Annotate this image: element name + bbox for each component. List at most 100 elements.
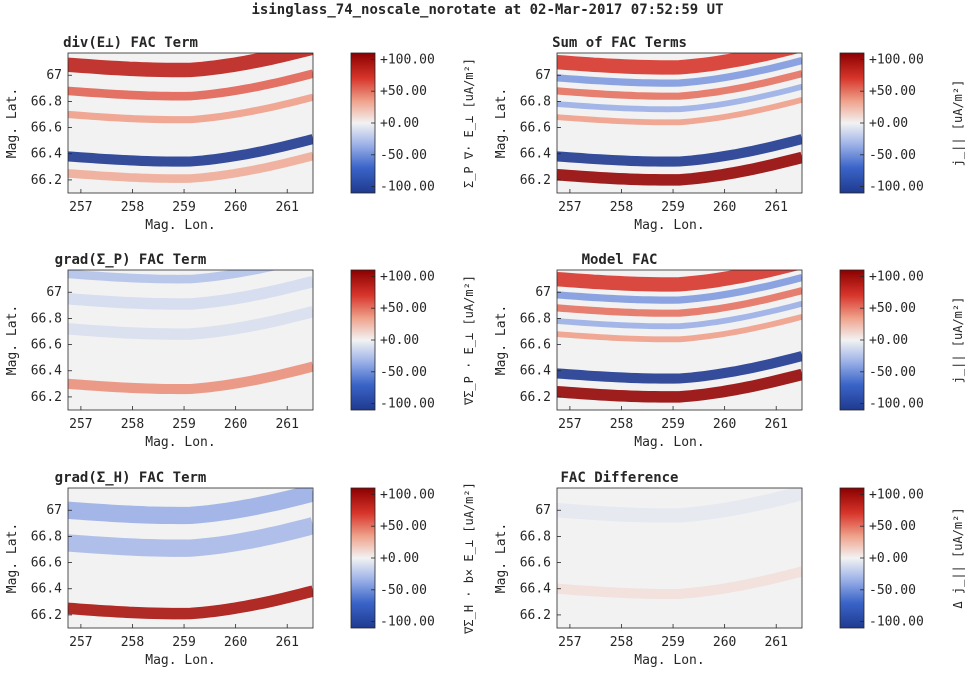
panel-title: FAC Difference [560,470,678,486]
x-tick-label: 261 [764,635,787,650]
x-tick-label: 259 [172,635,195,650]
y-tick-label: 66.8 [31,529,62,544]
colorbar-tick-label: -100.00 [380,397,435,412]
colorbar-tick-label: -100.00 [869,397,924,412]
heatmap-band [557,53,800,75]
colorbar-tick-label: -100.00 [380,180,435,195]
y-tick-label: 66.8 [31,311,62,326]
y-tick-label: 66.4 [31,364,62,379]
y-tick-label: 67 [535,285,551,300]
x-tick-label: 258 [610,635,633,650]
y-axis-label: Mag. Lat. [494,305,509,375]
heatmap-band [557,70,802,100]
y-axis-label: Mag. Lat. [494,523,509,593]
colorbar-tick-label: +50.00 [380,84,427,99]
heatmap-band [557,287,802,317]
x-tick-label: 261 [275,417,298,432]
x-tick-label: 261 [764,417,787,432]
colorbar-label: j_|| [uA/m²] [951,297,965,384]
panel-title: div(E⊥) FAC Term [63,35,198,51]
axes-frame [67,487,314,629]
heatmap-band [68,275,313,310]
y-tick-label: 66.4 [520,147,551,162]
colorbar-tick-label: -50.00 [869,365,916,380]
y-tick-label: 67 [46,285,62,300]
y-tick-label: 66.2 [520,608,551,623]
x-axis-label: Mag. Lon. [145,218,215,233]
heatmap-band [557,96,802,126]
heatmap-band [557,566,802,600]
heatmap-band [68,93,313,124]
x-tick-label: 258 [610,200,633,215]
x-tick-label: 260 [224,635,247,650]
heatmap-band [557,368,802,403]
x-tick-label: 259 [172,417,195,432]
colorbar-tick-label: +100.00 [869,487,924,502]
heatmap-band [68,134,313,167]
axes-frame [67,269,314,411]
axes-frame [67,52,314,194]
panel-5: grad(Σ_H) FAC Term 257 258 259 260 261 Mag. Lo… [5,470,476,668]
x-tick-label: 258 [121,635,144,650]
colorbar-tick-label: -50.00 [869,148,916,163]
axes-frame [556,269,803,411]
colorbar-label: Σ_P ∇· E_⊥ [uA/m²] [462,58,476,188]
colorbar-tick-label: +0.00 [869,551,908,566]
x-tick-label: 257 [69,417,92,432]
y-tick-label: 67 [46,503,62,518]
y-tick-label: 67 [46,68,62,83]
heatmap-band [68,306,313,340]
colorbar-label: j_|| [uA/m²] [951,80,965,167]
colorbar-tick-label: +0.00 [380,551,419,566]
y-tick-label: 66.4 [520,582,551,597]
colorbar-label: Δ j_|| [uA/m²] [951,507,965,608]
heatmap-band [557,274,802,304]
heatmap-band [557,351,802,384]
x-tick-label: 260 [224,200,247,215]
heatmap-band [68,151,313,183]
y-tick-label: 66.6 [520,556,551,571]
panel-title: Model FAC [582,252,658,268]
panel-6: FAC Difference 257 258 259 260 261 Mag. Lon. 67… [494,470,965,668]
x-tick-label: 260 [713,417,736,432]
colorbar-tick-label: +100.00 [380,52,435,67]
colorbar-tick-label: +50.00 [380,301,427,316]
panel-title: Sum of FAC Terms [552,35,687,51]
colorbar-label: ∇Σ_H · b× E_⊥ [uA/m²] [462,482,476,635]
panel-title: grad(Σ_P) FAC Term [55,252,207,268]
colorbar-label: ∇Σ_P · E_⊥ [uA/m²] [462,275,476,406]
x-tick-label: 260 [713,635,736,650]
colorbar-tick-label: -50.00 [380,365,427,380]
y-tick-label: 66.8 [520,94,551,109]
y-tick-label: 66.4 [31,147,62,162]
colorbar-tick-label: +100.00 [380,269,435,284]
y-tick-label: 66.8 [31,94,62,109]
panel-1: div(E⊥) FAC Term 257 258 259 260 261 Mag. Lon.… [5,35,476,233]
x-tick-label: 257 [69,200,92,215]
colorbar-tick-label: +50.00 [380,519,427,534]
heatmap-band [557,83,802,113]
panel-3: grad(Σ_P) FAC Term 257 258 259 260 261 Mag. Lo… [5,252,476,450]
colorbar-tick-label: -100.00 [869,180,924,195]
colorbar-tick-label: -50.00 [380,148,427,163]
heatmap-band [68,53,313,78]
heatmap-band [557,313,802,343]
colorbar-tick-label: -100.00 [380,615,435,630]
y-tick-label: 66.2 [520,173,551,188]
y-tick-label: 66.6 [31,338,62,353]
y-axis-label: Mag. Lat. [5,305,20,375]
x-tick-label: 258 [121,200,144,215]
x-tick-label: 261 [275,635,298,650]
x-tick-label: 257 [69,635,92,650]
y-tick-label: 66.6 [520,338,551,353]
x-tick-label: 257 [558,200,581,215]
colorbar-tick-label: +50.00 [869,301,916,316]
heatmap-band [557,488,802,523]
y-tick-label: 66.2 [520,390,551,405]
x-tick-label: 261 [764,200,787,215]
x-axis-label: Mag. Lon. [145,435,215,450]
colorbar-tick-label: +0.00 [869,116,908,131]
x-tick-label: 257 [558,635,581,650]
axes-frame [556,52,803,194]
